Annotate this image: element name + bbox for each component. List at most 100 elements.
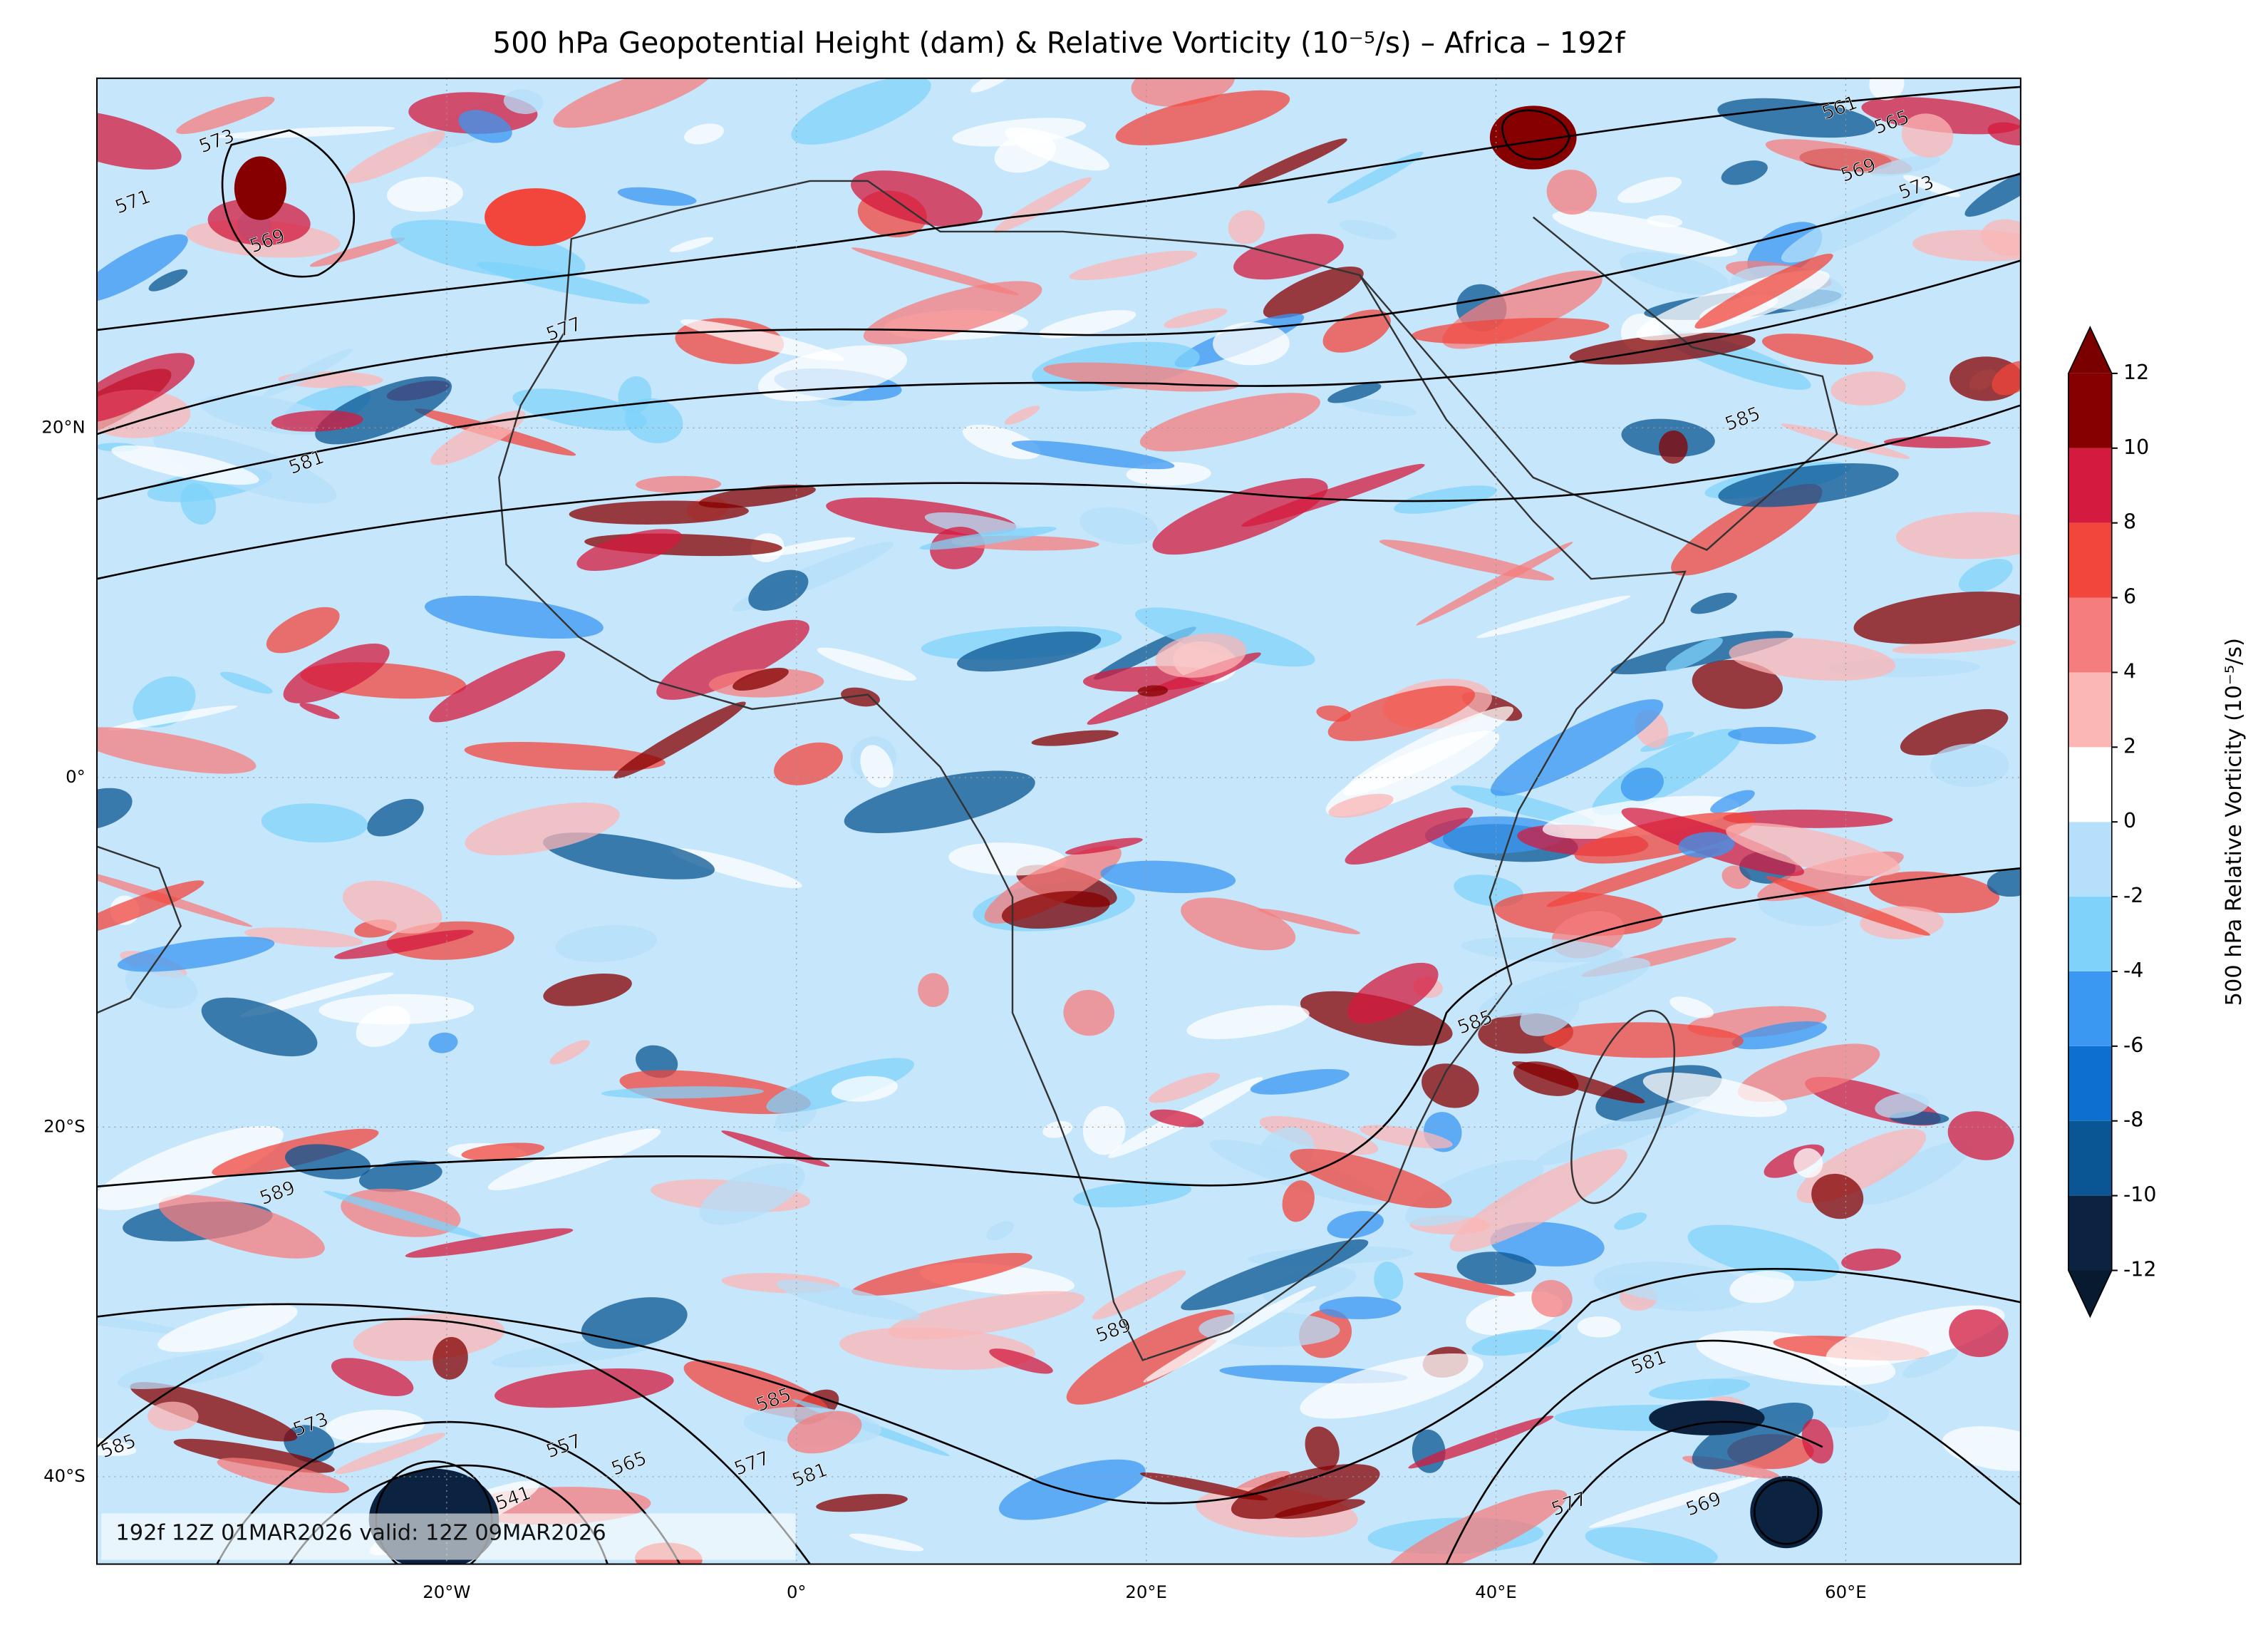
vorticity-blob [636,475,722,493]
vorticity-blob [1394,485,1497,514]
vorticity-blob [543,974,632,1006]
vorticity-blob [1374,1262,1404,1300]
vorticity-blob [1671,483,1823,576]
vorticity-blob [1546,170,1598,215]
colorbar-extend-high [2068,326,2112,373]
vorticity-blob [1901,113,1954,158]
vorticity-blob [1728,726,1816,745]
vorticity-blob [1011,440,1175,470]
vorticity-blob [777,1279,921,1321]
vorticity-blob [97,234,188,303]
vorticity-blob [261,803,368,843]
colorbar-segment [2068,597,2112,673]
vorticity-blob [405,1228,574,1258]
vorticity-blob [1648,1378,1751,1400]
vorticity-blob [1902,1348,1959,1378]
vorticity-blob [1065,837,1143,855]
vorticity-blob [986,1221,1015,1241]
vorticity-blob [952,118,1087,147]
vorticity-blob [1678,832,1735,858]
vorticity-blob [1210,1139,1385,1205]
vorticity-blob [1228,210,1265,244]
vorticity-core [1489,105,1577,170]
vorticity-blob [774,742,843,785]
vorticity-blob [1858,1140,1972,1205]
vorticity-blob [669,237,714,252]
vorticity-blob [1238,138,1347,188]
vorticity-blob [699,1163,805,1225]
vorticity-blob [386,177,463,212]
vorticity-blob [1456,1252,1536,1285]
colorbar-tick-label: 8 [2123,510,2136,534]
colorbar-segment [2068,747,2112,822]
vorticity-blob [494,1368,674,1408]
vorticity-blob [1902,175,1961,197]
vorticity-blob [1718,463,1899,507]
vorticity-blob [1721,160,1768,185]
vorticity-blob [1476,595,1631,639]
colorbar-segment [2068,971,2112,1046]
vorticity-blob [1531,1279,1573,1318]
vorticity-blob [477,262,650,304]
vorticity-blob [851,1253,1032,1296]
vorticity-blob [1140,1472,1268,1501]
vorticity-blob [553,78,715,128]
vorticity-blob [841,687,880,707]
vorticity-blob [180,483,217,525]
vorticity-blob [1137,685,1169,697]
colorbar: -12 -10 -8 -6 -4 -2 0 2 4 6 8 10 12 [2068,326,2156,1319]
vorticity-blob [1642,1072,1788,1118]
vorticity-blob [325,1409,425,1443]
vorticity-blob [1765,139,1912,175]
vorticity-blob [343,130,446,184]
vorticity-blob [860,745,894,788]
vorticity-blob [130,1382,298,1442]
vorticity-blob [1079,507,1158,545]
vorticity-blob [1319,1296,1402,1320]
vorticity-blob [1328,793,1394,818]
x-tick-label: 20°W [423,1582,470,1602]
vorticity-blob [851,247,1019,296]
axes: 20°W 0° 20°E 40°E 60°E 20°N 0° 20°S 40°S [41,416,1866,1602]
vorticity-blob [1416,542,1573,626]
vorticity-blob [1585,1527,1718,1564]
vorticity-blob [989,1348,1053,1374]
vorticity-blob [487,1128,661,1191]
colorbar-segment [2068,1195,2112,1271]
vorticity-blob [424,595,604,639]
vorticity-blob [1513,1061,1579,1096]
vorticity-blob [309,237,405,267]
vorticity-blob [390,220,586,280]
vorticity-blob [851,170,983,227]
vorticity-blob [1958,559,2013,594]
vorticity-blob [1004,406,1040,425]
vorticity-blob [201,997,318,1057]
colorbar-segment [2068,822,2112,897]
vorticity-blob [266,607,340,654]
vorticity-blob [999,1459,1146,1520]
vorticity-blob [613,701,746,779]
vorticity-blob [617,187,697,206]
vorticity-blob [656,619,809,700]
y-tick-label: 20°N [41,416,85,437]
colorbar-tick-label: 0 [2123,809,2136,832]
vorticity-blob [1930,743,2009,788]
vorticity-blob [1038,310,1136,339]
vorticity-core [234,156,286,220]
vorticity-blob [503,89,544,114]
vorticity-blob [569,500,749,525]
vorticity-blob [1479,957,1651,1018]
vorticity-blob [1082,1105,1126,1155]
vorticity-blob [353,1313,505,1361]
vorticity-blob [1327,1211,1384,1239]
vorticity-blob [1900,708,2009,756]
vorticity-blob [1981,219,2021,257]
vorticity-blob [732,667,789,691]
vorticity-blob [1687,1224,1840,1281]
vorticity-blob [299,703,340,719]
vorticity-blob [1987,868,2021,897]
vorticity-blob [1250,1068,1350,1095]
vorticity-blob [1411,317,1610,344]
